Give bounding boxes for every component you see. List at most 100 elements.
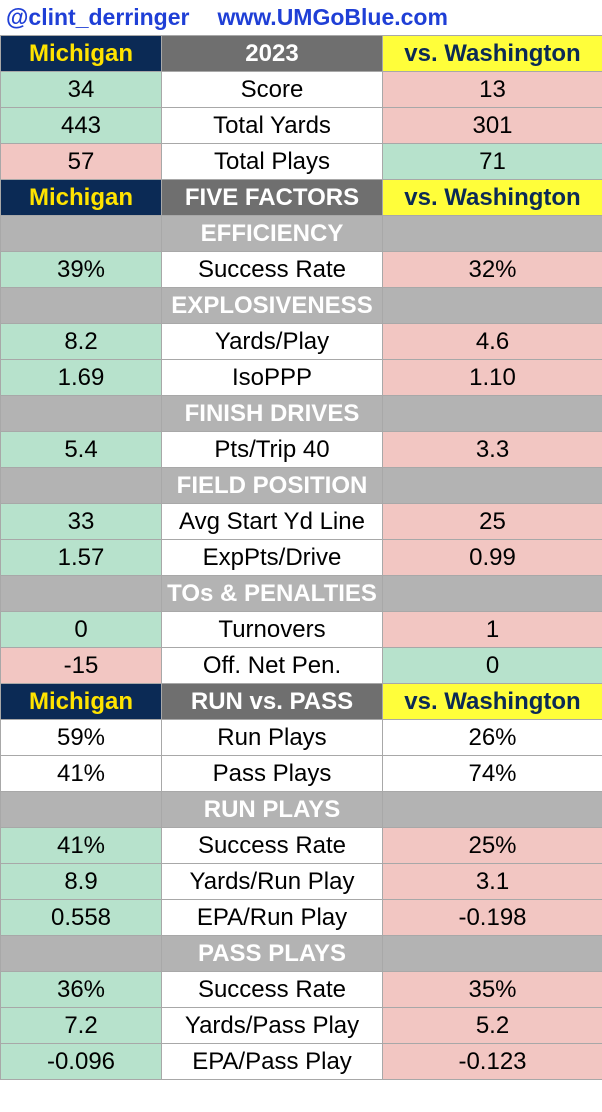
washington-value: 3.1: [382, 863, 602, 900]
metric-row: 1.69 IsoPPP 1.10: [0, 359, 602, 396]
category-header-cell: FIVE FACTORS: [161, 179, 383, 216]
metric-label: Turnovers: [161, 611, 383, 648]
section-label: FIELD POSITION: [161, 467, 383, 504]
section-spacer: [382, 287, 602, 324]
michigan-value: 443: [0, 107, 162, 144]
metric-row: 41% Success Rate 25%: [0, 827, 602, 864]
metric-row: 39% Success Rate 32%: [0, 251, 602, 288]
washington-value: -0.123: [382, 1043, 602, 1080]
section-row: TOs & PENALTIES: [0, 575, 602, 612]
metric-label: EPA/Run Play: [161, 899, 383, 936]
section-spacer: [0, 575, 162, 612]
section-spacer: [382, 575, 602, 612]
section-spacer: [0, 215, 162, 252]
metric-label: Total Yards: [161, 107, 383, 144]
michigan-value: 7.2: [0, 1007, 162, 1044]
michigan-value: 34: [0, 71, 162, 108]
metric-label: Pass Plays: [161, 755, 383, 792]
author-handle: @clint_derringer: [6, 4, 190, 30]
metric-row: 0 Turnovers 1: [0, 611, 602, 648]
section-spacer: [0, 287, 162, 324]
metric-label: Success Rate: [161, 971, 383, 1008]
section-row: FINISH DRIVES: [0, 395, 602, 432]
metric-label: Pts/Trip 40: [161, 431, 383, 468]
metric-row: 443 Total Yards 301: [0, 107, 602, 144]
opponent-header-cell: vs. Washington: [382, 35, 602, 72]
washington-value: 0.99: [382, 539, 602, 576]
metric-label: Avg Start Yd Line: [161, 503, 383, 540]
metric-row: 36% Success Rate 35%: [0, 971, 602, 1008]
metric-row: 0.558 EPA/Run Play -0.198: [0, 899, 602, 936]
category-header-cell: RUN vs. PASS: [161, 683, 383, 720]
section-label: RUN PLAYS: [161, 791, 383, 828]
metric-row: 1.57 ExpPts/Drive 0.99: [0, 539, 602, 576]
metric-row: -0.096 EPA/Pass Play -0.123: [0, 1043, 602, 1080]
metric-row: 41% Pass Plays 74%: [0, 755, 602, 792]
metric-row: 7.2 Yards/Pass Play 5.2: [0, 1007, 602, 1044]
washington-value: 5.2: [382, 1007, 602, 1044]
metric-row: -15 Off. Net Pen. 0: [0, 647, 602, 684]
metric-label: ExpPts/Drive: [161, 539, 383, 576]
metric-row: 57 Total Plays 71: [0, 143, 602, 180]
washington-value: 301: [382, 107, 602, 144]
michigan-value: 1.69: [0, 359, 162, 396]
washington-value: 13: [382, 71, 602, 108]
section-spacer: [382, 215, 602, 252]
title-row: @clint_derringer www.UMGoBlue.com: [0, 0, 602, 35]
metric-row: 33 Avg Start Yd Line 25: [0, 503, 602, 540]
michigan-value: 33: [0, 503, 162, 540]
metric-label: Run Plays: [161, 719, 383, 756]
section-label: EXPLOSIVENESS: [161, 287, 383, 324]
washington-value: 0: [382, 647, 602, 684]
michigan-value: -15: [0, 647, 162, 684]
stats-sheet: @clint_derringer www.UMGoBlue.com Michig…: [0, 0, 602, 1080]
team-header-cell: Michigan: [0, 179, 162, 216]
section-label: PASS PLAYS: [161, 935, 383, 972]
opponent-header-cell: vs. Washington: [382, 683, 602, 720]
michigan-value: 59%: [0, 719, 162, 756]
metric-row: 8.9 Yards/Run Play 3.1: [0, 863, 602, 900]
metric-label: Yards/Pass Play: [161, 1007, 383, 1044]
michigan-value: 57: [0, 143, 162, 180]
washington-value: 74%: [382, 755, 602, 792]
michigan-value: 0.558: [0, 899, 162, 936]
block-header-row: Michigan FIVE FACTORS vs. Washington: [0, 179, 602, 216]
washington-value: 25: [382, 503, 602, 540]
washington-value: 3.3: [382, 431, 602, 468]
section-spacer: [0, 467, 162, 504]
stats-table: Michigan 2023 vs. Washington 34 Score 13 443 To…: [0, 35, 602, 1080]
washington-value: 4.6: [382, 323, 602, 360]
metric-label: Total Plays: [161, 143, 383, 180]
michigan-value: 8.9: [0, 863, 162, 900]
opponent-header-cell: vs. Washington: [382, 179, 602, 216]
michigan-value: 41%: [0, 827, 162, 864]
section-row: RUN PLAYS: [0, 791, 602, 828]
team-header-cell: Michigan: [0, 683, 162, 720]
washington-value: 26%: [382, 719, 602, 756]
metric-label: Off. Net Pen.: [161, 647, 383, 684]
metric-label: Success Rate: [161, 251, 383, 288]
metric-label: Yards/Play: [161, 323, 383, 360]
section-row: PASS PLAYS: [0, 935, 602, 972]
metric-label: Success Rate: [161, 827, 383, 864]
team-header-cell: Michigan: [0, 35, 162, 72]
section-spacer: [382, 395, 602, 432]
washington-value: -0.198: [382, 899, 602, 936]
stats-table-body: Michigan 2023 vs. Washington 34 Score 13 443 To…: [0, 35, 602, 1080]
metric-row: 8.2 Yards/Play 4.6: [0, 323, 602, 360]
washington-value: 71: [382, 143, 602, 180]
washington-value: 25%: [382, 827, 602, 864]
metric-label: EPA/Pass Play: [161, 1043, 383, 1080]
section-spacer: [0, 935, 162, 972]
michigan-value: 39%: [0, 251, 162, 288]
section-label: TOs & PENALTIES: [161, 575, 383, 612]
section-row: EXPLOSIVENESS: [0, 287, 602, 324]
section-row: EFFICIENCY: [0, 215, 602, 252]
michigan-value: 0: [0, 611, 162, 648]
section-spacer: [382, 467, 602, 504]
metric-row: 5.4 Pts/Trip 40 3.3: [0, 431, 602, 468]
section-row: FIELD POSITION: [0, 467, 602, 504]
michigan-value: 41%: [0, 755, 162, 792]
section-label: EFFICIENCY: [161, 215, 383, 252]
block-header-row: Michigan RUN vs. PASS vs. Washington: [0, 683, 602, 720]
